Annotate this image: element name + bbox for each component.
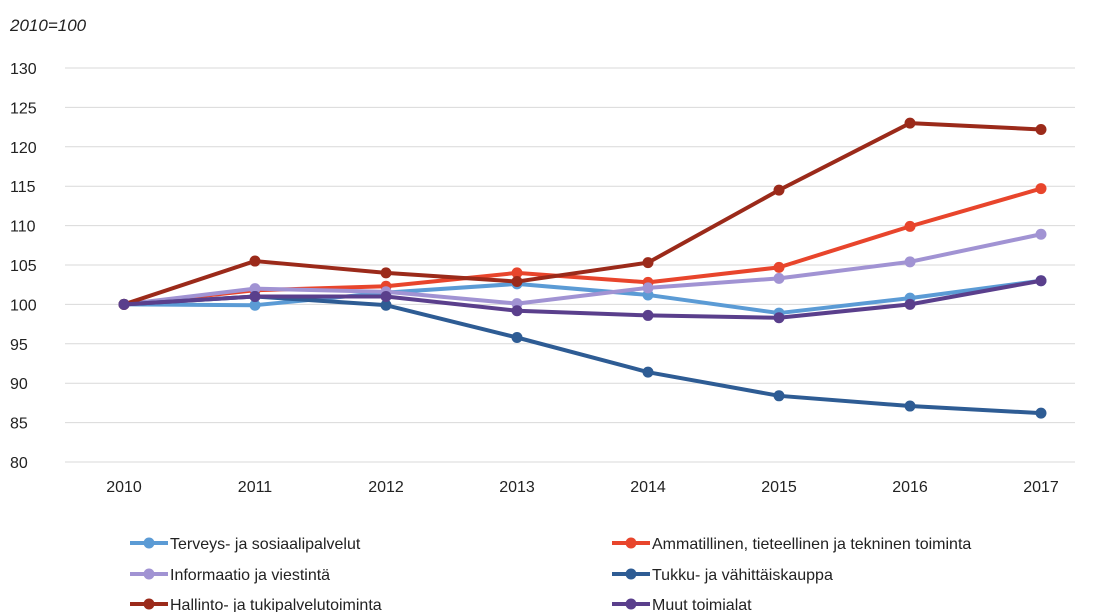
data-point — [904, 256, 916, 268]
series-lines — [118, 117, 1047, 419]
legend-label: Muut toimialat — [652, 597, 752, 612]
legend-item: Informaatio ja viestintä — [130, 567, 330, 584]
y-tick-label: 110 — [10, 219, 36, 236]
data-point — [249, 255, 261, 267]
data-point — [1035, 407, 1047, 419]
x-tick-label: 2013 — [499, 479, 535, 496]
y-tick-label: 115 — [10, 179, 36, 196]
data-point — [773, 184, 785, 196]
legend-swatch-marker — [625, 537, 637, 549]
legend-label: Informaatio ja viestintä — [170, 567, 330, 584]
data-point — [642, 257, 654, 269]
data-point — [1035, 183, 1047, 195]
data-point — [511, 267, 523, 279]
legend-label: Tukku- ja vähittäiskauppa — [652, 567, 833, 584]
legend-swatch-marker — [625, 598, 637, 610]
data-point — [1035, 123, 1047, 135]
data-point — [249, 299, 261, 311]
data-point — [380, 267, 392, 279]
legend: Terveys- ja sosiaalipalvelut Ammatillinen… — [130, 536, 971, 612]
y-tick-label: 90 — [10, 376, 28, 393]
data-point — [904, 400, 916, 412]
x-tick-label: 2011 — [238, 479, 273, 496]
legend-swatch-marker — [143, 537, 155, 549]
data-point — [904, 298, 916, 310]
x-tick-label: 2014 — [630, 479, 666, 496]
y-tick-label: 85 — [10, 416, 28, 433]
series-line — [122, 278, 1043, 316]
legend-swatch-marker — [143, 568, 155, 580]
y-tick-label: 80 — [10, 455, 28, 472]
x-tick-label: 2012 — [368, 479, 404, 496]
data-point — [511, 276, 523, 288]
data-point — [773, 261, 785, 273]
y-axis-ticks: 80 85 90 95 100 105 110 115 120 125 130 — [10, 61, 37, 472]
x-tick-label: 2016 — [892, 479, 928, 496]
legend-label: Ammatillinen, tieteellinen ja tekninen t… — [652, 536, 971, 553]
data-point — [773, 312, 785, 324]
legend-swatch-marker — [625, 568, 637, 580]
data-point — [642, 309, 654, 321]
legend-item: Hallinto- ja tukipalvelutoiminta — [130, 597, 382, 612]
data-point — [511, 331, 523, 343]
data-point — [1035, 228, 1047, 240]
y-tick-label: 120 — [10, 140, 37, 157]
data-point — [904, 117, 916, 129]
series-4 — [118, 291, 1047, 419]
data-point — [380, 299, 392, 311]
y-tick-label: 125 — [10, 100, 37, 117]
series-line — [122, 121, 1043, 307]
legend-item: Muut toimialat — [612, 597, 752, 612]
x-tick-label: 2015 — [761, 479, 797, 496]
gridlines — [65, 67, 1075, 463]
y-tick-label: 130 — [10, 61, 37, 78]
data-point — [773, 272, 785, 284]
x-tick-label: 2010 — [106, 479, 142, 496]
data-point — [118, 298, 130, 310]
legend-item: Terveys- ja sosiaalipalvelut — [130, 536, 361, 553]
legend-label: Terveys- ja sosiaalipalvelut — [170, 536, 361, 553]
data-point — [773, 390, 785, 402]
y-tick-label: 100 — [10, 297, 37, 314]
series-line — [122, 232, 1043, 307]
data-point — [904, 220, 916, 232]
legend-swatch-marker — [143, 598, 155, 610]
series-6 — [118, 275, 1047, 324]
index-base-label: 2010=100 — [9, 16, 87, 35]
data-point — [249, 283, 261, 295]
data-point — [1035, 275, 1047, 287]
data-point — [511, 305, 523, 317]
series-line — [122, 278, 1043, 320]
data-point — [642, 366, 654, 378]
x-axis-ticks: 2010 2011 2012 2013 2014 2015 2016 2017 — [106, 479, 1059, 496]
x-tick-label: 2017 — [1023, 479, 1059, 496]
data-point — [642, 282, 654, 294]
y-tick-label: 105 — [10, 258, 37, 275]
legend-label: Hallinto- ja tukipalvelutoiminta — [170, 597, 382, 612]
legend-item: Ammatillinen, tieteellinen ja tekninen t… — [612, 536, 971, 553]
data-point — [380, 291, 392, 303]
y-tick-label: 95 — [10, 337, 28, 354]
data-point — [249, 291, 261, 303]
legend-item: Tukku- ja vähittäiskauppa — [612, 567, 833, 584]
